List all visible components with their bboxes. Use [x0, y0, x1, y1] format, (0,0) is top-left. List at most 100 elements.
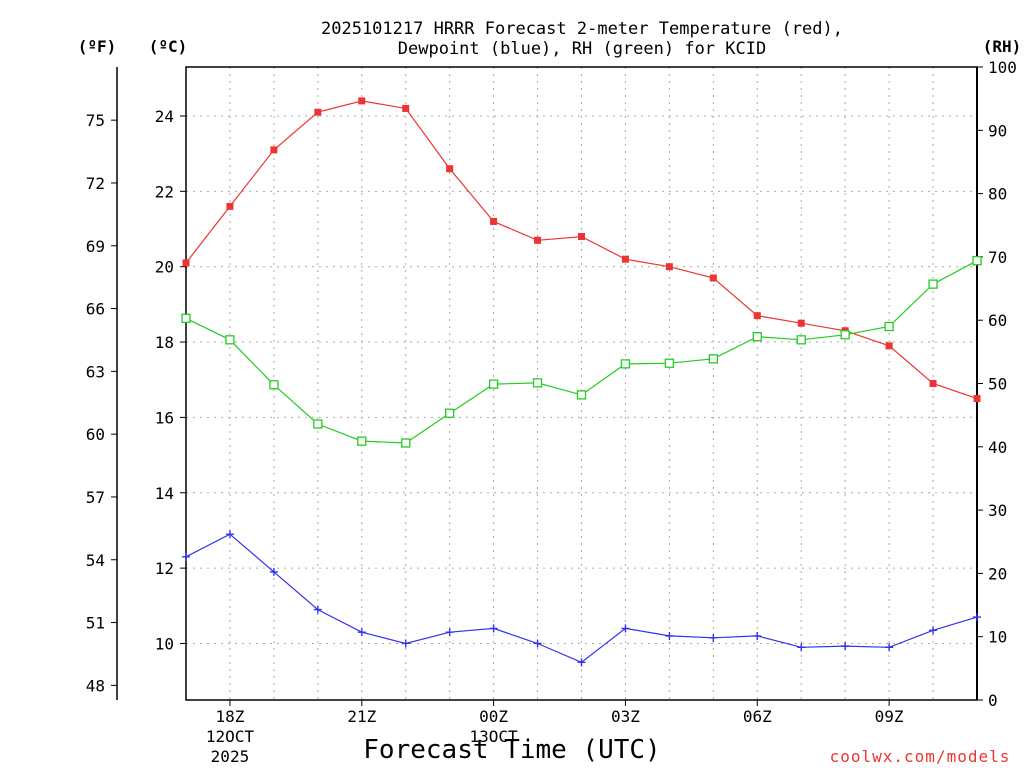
rh-unit-label: (RH) — [983, 37, 1022, 56]
rh-tick-label: 100 — [988, 58, 1017, 77]
fahrenheit-tick-label: 60 — [86, 425, 105, 444]
rh-point — [620, 359, 631, 369]
fahrenheit-tick-label: 51 — [86, 614, 105, 633]
x-year-label: 2025 — [211, 747, 250, 766]
rh-point — [532, 378, 543, 388]
rh-tick-label: 40 — [988, 438, 1007, 457]
celsius-tick-label: 24 — [155, 107, 174, 126]
gridlines — [186, 67, 977, 700]
rh-point — [708, 354, 718, 364]
x-tick-label: 09Z — [875, 707, 904, 726]
data-series — [181, 97, 982, 667]
x-tick-label: 18Z — [215, 707, 244, 726]
x-tick-label: 00Z — [479, 707, 508, 726]
dewpoint-point — [533, 639, 542, 648]
rh-point — [884, 321, 894, 332]
temperature-point — [446, 165, 454, 173]
dewpoint-point — [445, 628, 454, 637]
credit-text: coolwx.com/models — [830, 747, 1011, 766]
fahrenheit-tick-label: 75 — [86, 111, 105, 130]
fahrenheit-tick-label: 66 — [86, 300, 105, 319]
temperature-point — [665, 263, 673, 271]
x-tick-label: 06Z — [743, 707, 772, 726]
rh-point — [357, 436, 367, 446]
rh-point — [401, 438, 411, 448]
dewpoint-point — [401, 639, 410, 648]
rh-point — [313, 419, 323, 429]
celsius-tick-label: 14 — [155, 484, 174, 503]
temperature-point — [490, 217, 498, 225]
rh-tick-label: 20 — [988, 564, 1007, 583]
x-date-label: 13OCT — [470, 727, 519, 746]
celsius-unit-label: (ºC) — [149, 37, 188, 56]
dewpoint-point — [577, 658, 586, 667]
celsius-tick-label: 10 — [155, 634, 174, 653]
dewpoint-point — [709, 633, 718, 642]
temperature-point — [182, 259, 190, 267]
rh-tick-label: 90 — [988, 121, 1007, 140]
chart-title-line1: 2025101217 HRRR Forecast 2-meter Tempera… — [321, 19, 843, 39]
celsius-tick-label: 20 — [155, 258, 174, 277]
fahrenheit-tick-label: 72 — [86, 174, 105, 193]
dewpoint-point — [885, 643, 894, 652]
x-date-label: 12OCT — [206, 727, 255, 746]
rh-tick-label: 60 — [988, 311, 1007, 330]
rh-tick-label: 30 — [988, 501, 1007, 520]
temperature-point — [402, 104, 410, 112]
dewpoint-point — [357, 628, 366, 637]
rh-tick-label: 80 — [988, 185, 1007, 204]
temperature-point — [534, 236, 542, 244]
celsius-tick-label: 18 — [155, 333, 174, 352]
temperature-point — [753, 312, 761, 320]
rh-point — [225, 335, 235, 345]
rh-tick-label: 10 — [988, 628, 1007, 647]
fahrenheit-unit-label: (ºF) — [78, 37, 117, 56]
rh-point — [840, 330, 850, 340]
dewpoint-point — [973, 613, 981, 622]
temperature-point — [226, 202, 234, 210]
rh-point — [181, 313, 191, 323]
dewpoint-point — [182, 552, 190, 561]
temperature-point — [709, 274, 717, 282]
dewpoint-point — [797, 643, 806, 652]
x-tick-label: 03Z — [611, 707, 640, 726]
rh-point — [752, 332, 762, 342]
dewpoint-point — [225, 530, 234, 539]
dewpoint-point — [269, 567, 278, 576]
dewpoint-point — [313, 605, 322, 614]
temperature-point — [929, 380, 937, 387]
fahrenheit-tick-label: 57 — [86, 488, 105, 507]
axes: 10 12 14 16 18 20 22 24 48 51 54 57 60 63 66 69 72 75 0 10 2… — [86, 58, 1017, 766]
fahrenheit-tick-label: 69 — [86, 237, 105, 256]
temperature-point — [314, 108, 322, 116]
rh-point — [576, 390, 587, 400]
dewpoint-point — [841, 642, 850, 651]
temperature-point — [578, 233, 585, 241]
dewpoint-point — [929, 626, 938, 635]
celsius-tick-label: 16 — [155, 408, 174, 427]
dewpoint-point — [753, 631, 762, 640]
celsius-tick-label: 12 — [155, 559, 174, 578]
rh-series-line — [185, 260, 978, 444]
rh-point — [664, 358, 675, 368]
rh-point — [488, 379, 499, 389]
rh-tick-label: 50 — [988, 375, 1007, 394]
rh-point — [972, 256, 982, 266]
dewpoint-point — [621, 624, 630, 633]
rh-point — [796, 335, 806, 345]
temperature-point — [358, 97, 366, 105]
celsius-tick-label: 22 — [155, 182, 174, 201]
x-tick-label: 21Z — [347, 707, 376, 726]
dewpoint-point — [665, 631, 674, 640]
fahrenheit-tick-label: 54 — [86, 551, 105, 570]
x-axis-label: Forecast Time (UTC) — [363, 735, 660, 765]
temperature-point — [270, 146, 278, 154]
fahrenheit-tick-label: 48 — [86, 676, 105, 695]
dewpoint-point — [489, 624, 498, 633]
rh-point — [928, 279, 938, 289]
temperature-point — [621, 255, 629, 263]
temperature-point — [797, 319, 805, 327]
fahrenheit-tick-label: 63 — [86, 362, 105, 381]
rh-tick-label: 70 — [988, 248, 1007, 267]
